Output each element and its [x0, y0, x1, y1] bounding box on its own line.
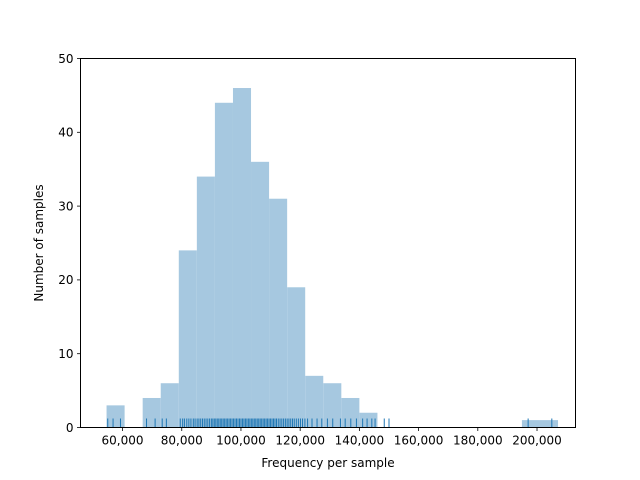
histogram-bar — [142, 397, 161, 428]
x-tick-label: 160,000 — [394, 434, 444, 448]
histogram-bar — [305, 375, 324, 428]
x-tick-label: 140,000 — [335, 434, 385, 448]
y-axis-label: Number of samples — [32, 184, 46, 301]
x-tick-label: 100,000 — [216, 434, 266, 448]
x-tick-label: 80,000 — [161, 434, 203, 448]
histogram-bar — [214, 102, 233, 428]
y-axis-ticks: 0 10 20 30 40 50 — [58, 52, 81, 435]
histogram-bar — [341, 397, 360, 428]
histogram-bar — [287, 287, 306, 428]
histogram-bars — [106, 88, 559, 428]
y-tick-label: 20 — [58, 273, 73, 287]
histogram-bar — [251, 161, 270, 428]
y-tick-label: 10 — [58, 347, 73, 361]
histogram-bar — [160, 383, 179, 428]
histogram-bar — [106, 405, 125, 428]
x-axis-label: Frequency per sample — [261, 456, 394, 470]
x-tick-label: 180,000 — [453, 434, 503, 448]
histogram-bar — [359, 412, 378, 428]
histogram-bar — [178, 250, 197, 428]
x-axis-ticks: 60,000 80,000 100,000 120,000 140,000 160,000… — [102, 427, 562, 448]
histogram-bar — [196, 176, 215, 428]
histogram-bar — [232, 88, 252, 428]
histogram-bar — [521, 420, 540, 428]
histogram-bar — [269, 198, 288, 428]
x-tick-label: 120,000 — [275, 434, 325, 448]
histogram-bar — [323, 383, 342, 428]
y-tick-label: 40 — [58, 126, 73, 140]
y-tick-label: 50 — [58, 52, 73, 66]
rug-ticks — [107, 418, 553, 428]
plot-frame — [80, 58, 576, 428]
x-tick-label: 200,000 — [512, 434, 562, 448]
x-tick-label: 60,000 — [102, 434, 144, 448]
y-tick-label: 30 — [58, 199, 73, 213]
y-tick-label: 0 — [66, 421, 74, 435]
histogram-bar — [539, 420, 559, 428]
